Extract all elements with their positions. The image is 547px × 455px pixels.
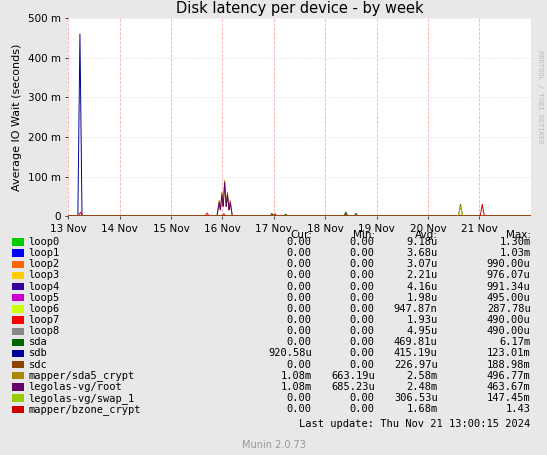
Text: 0.00: 0.00 [287, 237, 312, 247]
Text: 0.00: 0.00 [287, 248, 312, 258]
Text: 4.16u: 4.16u [406, 282, 438, 292]
Text: 0.00: 0.00 [287, 337, 312, 347]
Text: 188.98m: 188.98m [487, 359, 531, 369]
Text: 991.34u: 991.34u [487, 282, 531, 292]
Text: 0.00: 0.00 [287, 359, 312, 369]
Text: 306.53u: 306.53u [394, 393, 438, 403]
Text: 1.30m: 1.30m [499, 237, 531, 247]
Text: 0.00: 0.00 [350, 270, 375, 280]
Text: 1.08m: 1.08m [281, 382, 312, 392]
Text: loop6: loop6 [28, 304, 60, 314]
Text: loop5: loop5 [28, 293, 60, 303]
Text: 0.00: 0.00 [287, 404, 312, 414]
Text: legolas-vg/root: legolas-vg/root [28, 382, 122, 392]
Text: 4.95u: 4.95u [406, 326, 438, 336]
Text: Cur:: Cur: [290, 230, 312, 240]
Text: 976.07u: 976.07u [487, 270, 531, 280]
Text: 663.19u: 663.19u [331, 371, 375, 381]
Text: 947.87n: 947.87n [394, 304, 438, 314]
Text: Avg:: Avg: [415, 230, 438, 240]
Text: 0.00: 0.00 [287, 259, 312, 269]
Text: 1.03m: 1.03m [499, 248, 531, 258]
Text: 3.68u: 3.68u [406, 248, 438, 258]
Text: Munin 2.0.73: Munin 2.0.73 [242, 440, 305, 450]
Text: 0.00: 0.00 [350, 304, 375, 314]
Text: loop2: loop2 [28, 259, 60, 269]
Text: 0.00: 0.00 [350, 282, 375, 292]
Text: Min:: Min: [353, 230, 375, 240]
Text: legolas-vg/swap_1: legolas-vg/swap_1 [28, 393, 135, 404]
Text: 496.77m: 496.77m [487, 371, 531, 381]
Text: 0.00: 0.00 [287, 393, 312, 403]
Text: 6.17m: 6.17m [499, 337, 531, 347]
Text: 287.78u: 287.78u [487, 304, 531, 314]
Text: 0.00: 0.00 [287, 304, 312, 314]
Text: loop3: loop3 [28, 270, 60, 280]
Text: loop4: loop4 [28, 282, 60, 292]
Text: 990.00u: 990.00u [487, 259, 531, 269]
Text: loop8: loop8 [28, 326, 60, 336]
Text: 0.00: 0.00 [287, 326, 312, 336]
Text: 0.00: 0.00 [350, 248, 375, 258]
Text: 0.00: 0.00 [350, 237, 375, 247]
Text: mapper/bzone_crypt: mapper/bzone_crypt [28, 404, 141, 415]
Text: 0.00: 0.00 [350, 393, 375, 403]
Text: 0.00: 0.00 [287, 293, 312, 303]
Text: Max:: Max: [505, 230, 531, 240]
Text: 1.98u: 1.98u [406, 293, 438, 303]
Text: Last update: Thu Nov 21 13:00:15 2024: Last update: Thu Nov 21 13:00:15 2024 [299, 420, 531, 429]
Text: 9.18u: 9.18u [406, 237, 438, 247]
Text: 2.58m: 2.58m [406, 371, 438, 381]
Text: 2.21u: 2.21u [406, 270, 438, 280]
Text: 0.00: 0.00 [287, 282, 312, 292]
Text: 490.00u: 490.00u [487, 315, 531, 325]
Text: sda: sda [28, 337, 47, 347]
Text: 469.81u: 469.81u [394, 337, 438, 347]
Text: 226.97u: 226.97u [394, 359, 438, 369]
Text: 0.00: 0.00 [350, 259, 375, 269]
Text: 0.00: 0.00 [350, 349, 375, 359]
Text: 463.67m: 463.67m [487, 382, 531, 392]
Text: 2.48m: 2.48m [406, 382, 438, 392]
Text: 1.08m: 1.08m [281, 371, 312, 381]
Text: 920.58u: 920.58u [268, 349, 312, 359]
Text: loop0: loop0 [28, 237, 60, 247]
Text: 1.43: 1.43 [505, 404, 531, 414]
Text: 0.00: 0.00 [350, 315, 375, 325]
Y-axis label: Average IO Wait (seconds): Average IO Wait (seconds) [12, 44, 22, 191]
Text: 685.23u: 685.23u [331, 382, 375, 392]
Text: 1.93u: 1.93u [406, 315, 438, 325]
Text: 0.00: 0.00 [287, 315, 312, 325]
Text: loop7: loop7 [28, 315, 60, 325]
Text: 0.00: 0.00 [350, 293, 375, 303]
Text: 123.01m: 123.01m [487, 349, 531, 359]
Text: 0.00: 0.00 [350, 359, 375, 369]
Text: 147.45m: 147.45m [487, 393, 531, 403]
Title: Disk latency per device - by week: Disk latency per device - by week [176, 0, 423, 15]
Text: 3.07u: 3.07u [406, 259, 438, 269]
Text: sdb: sdb [28, 349, 47, 359]
Text: loop1: loop1 [28, 248, 60, 258]
Text: 1.68m: 1.68m [406, 404, 438, 414]
Text: 0.00: 0.00 [350, 337, 375, 347]
Text: 0.00: 0.00 [350, 326, 375, 336]
Text: sdc: sdc [28, 359, 47, 369]
Text: 415.19u: 415.19u [394, 349, 438, 359]
Text: RRDTOOL / TOBI OETIKER: RRDTOOL / TOBI OETIKER [537, 50, 543, 143]
Text: 495.00u: 495.00u [487, 293, 531, 303]
Text: 0.00: 0.00 [350, 404, 375, 414]
Text: 0.00: 0.00 [287, 270, 312, 280]
Text: mapper/sda5_crypt: mapper/sda5_crypt [28, 370, 135, 381]
Text: 490.00u: 490.00u [487, 326, 531, 336]
